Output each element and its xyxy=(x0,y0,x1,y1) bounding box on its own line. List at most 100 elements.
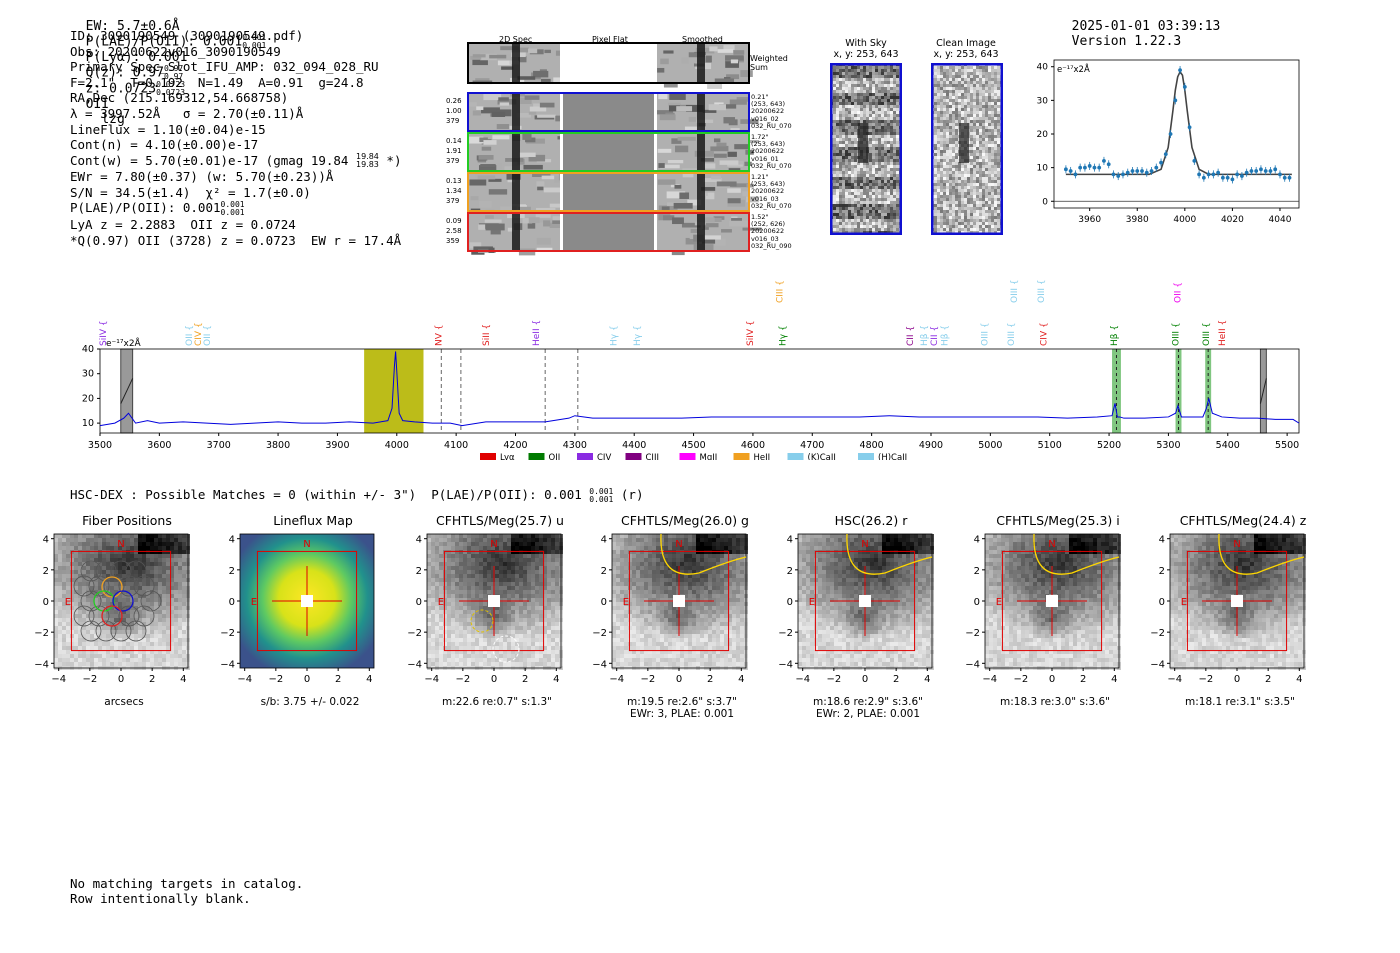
sky-pixel xyxy=(940,201,943,204)
sky-pixel xyxy=(887,159,890,162)
sky-pixel xyxy=(863,96,866,99)
cutout-pixel xyxy=(102,634,106,638)
sky-pixel xyxy=(961,105,964,108)
sky-pixel xyxy=(988,183,991,186)
sky-pixel xyxy=(881,66,884,69)
noise-block xyxy=(485,215,494,219)
sky-pixel xyxy=(964,189,967,192)
sky-pixel xyxy=(979,222,982,225)
cutout-pixel xyxy=(110,570,114,574)
sky-pixel xyxy=(937,108,940,111)
cutout-pixel xyxy=(495,542,499,546)
cutout-pixel xyxy=(90,546,94,550)
sky-pixel xyxy=(878,201,881,204)
sky-pixel xyxy=(887,174,890,177)
sky-pixel xyxy=(833,93,836,96)
cutout-pixel xyxy=(114,534,118,538)
aperture-box xyxy=(256,550,358,652)
sky-pixel xyxy=(991,81,994,84)
sky-pixel xyxy=(848,207,851,210)
sky-pixel xyxy=(949,213,952,216)
sky-pixel xyxy=(863,189,866,192)
noise-block xyxy=(675,145,689,153)
sky-pixel xyxy=(997,147,1000,150)
cutout-pixel xyxy=(435,550,439,554)
sky-pixel xyxy=(833,171,836,174)
sky-pixel xyxy=(973,120,976,123)
sky-pixel xyxy=(955,162,958,165)
sky-pixel xyxy=(937,150,940,153)
sky-pixel xyxy=(946,204,949,207)
sky-pixel xyxy=(976,216,979,219)
cutout-pixel xyxy=(78,634,82,638)
cutout-y-tick-label: −4 xyxy=(34,659,49,670)
sky-pixel xyxy=(833,87,836,90)
sky-pixel xyxy=(890,75,893,78)
sky-pixel xyxy=(887,219,890,222)
sky-pixel xyxy=(875,219,878,222)
sky-pixel xyxy=(893,159,896,162)
noise-block xyxy=(723,117,736,124)
sky-pixel xyxy=(872,120,875,123)
sky-pixel xyxy=(890,105,893,108)
noise-block xyxy=(533,70,549,78)
sky-pixel xyxy=(967,171,970,174)
cutout-pixel xyxy=(70,630,74,634)
sky-pixel xyxy=(985,78,988,81)
fiber-cell xyxy=(562,173,654,211)
sky-pixel xyxy=(943,153,946,156)
cutout-pixel xyxy=(471,550,475,554)
cutout-pixel xyxy=(427,570,431,574)
sky-pixel xyxy=(884,108,887,111)
sky-pixel xyxy=(857,177,860,180)
sky-pixel xyxy=(943,78,946,81)
sky-pixel xyxy=(884,186,887,189)
sky-pixel xyxy=(881,171,884,174)
cutout-pixel xyxy=(543,550,547,554)
sky-pixel xyxy=(851,84,854,87)
cutout-pixel xyxy=(86,546,90,550)
sky-pixel xyxy=(839,87,842,90)
sky-pixel xyxy=(970,165,973,168)
sky-pixel xyxy=(887,144,890,147)
noise-block xyxy=(516,113,532,118)
cutout-pixel xyxy=(114,614,118,618)
cutout-pixel xyxy=(483,554,487,558)
sky-pixel xyxy=(845,66,848,69)
sky-pixel xyxy=(991,216,994,219)
sky-pixel xyxy=(845,126,848,129)
cutout-pixel xyxy=(154,602,158,606)
sky-pixel xyxy=(979,123,982,126)
sky-pixel xyxy=(937,102,940,105)
sky-pixel xyxy=(937,153,940,156)
cutout-pixel xyxy=(102,614,106,618)
cutout-pixel xyxy=(539,546,543,550)
info-gmag-close: *) xyxy=(386,152,402,168)
sky-pixel xyxy=(952,162,955,165)
sky-pixel xyxy=(893,111,896,114)
cutout-pixel xyxy=(134,654,138,658)
sky-pixel xyxy=(842,141,845,144)
sky-pixel xyxy=(979,174,982,177)
sky-pixel xyxy=(875,192,878,195)
sky-pixel xyxy=(985,183,988,186)
sky-pixel xyxy=(869,153,872,156)
sky-pixel xyxy=(934,207,937,210)
sky-pixel xyxy=(946,192,949,195)
sky-pixel xyxy=(884,192,887,195)
sky-pixel xyxy=(946,174,949,177)
sky-pixel xyxy=(869,168,872,171)
cutout-pixel xyxy=(94,642,98,646)
cutout-pixel xyxy=(54,662,58,666)
sky-pixel xyxy=(973,72,976,75)
sky-pixel xyxy=(848,159,851,162)
sky-pixel xyxy=(866,66,869,69)
sky-pixel xyxy=(896,177,899,180)
cutout-pixel xyxy=(471,562,475,566)
sky-pixel xyxy=(967,78,970,81)
sky-pixel xyxy=(875,75,878,78)
cutout-pixel xyxy=(98,550,102,554)
sky-pixel xyxy=(994,87,997,90)
sky-pixel xyxy=(881,78,884,81)
sky-pixel xyxy=(854,66,857,69)
